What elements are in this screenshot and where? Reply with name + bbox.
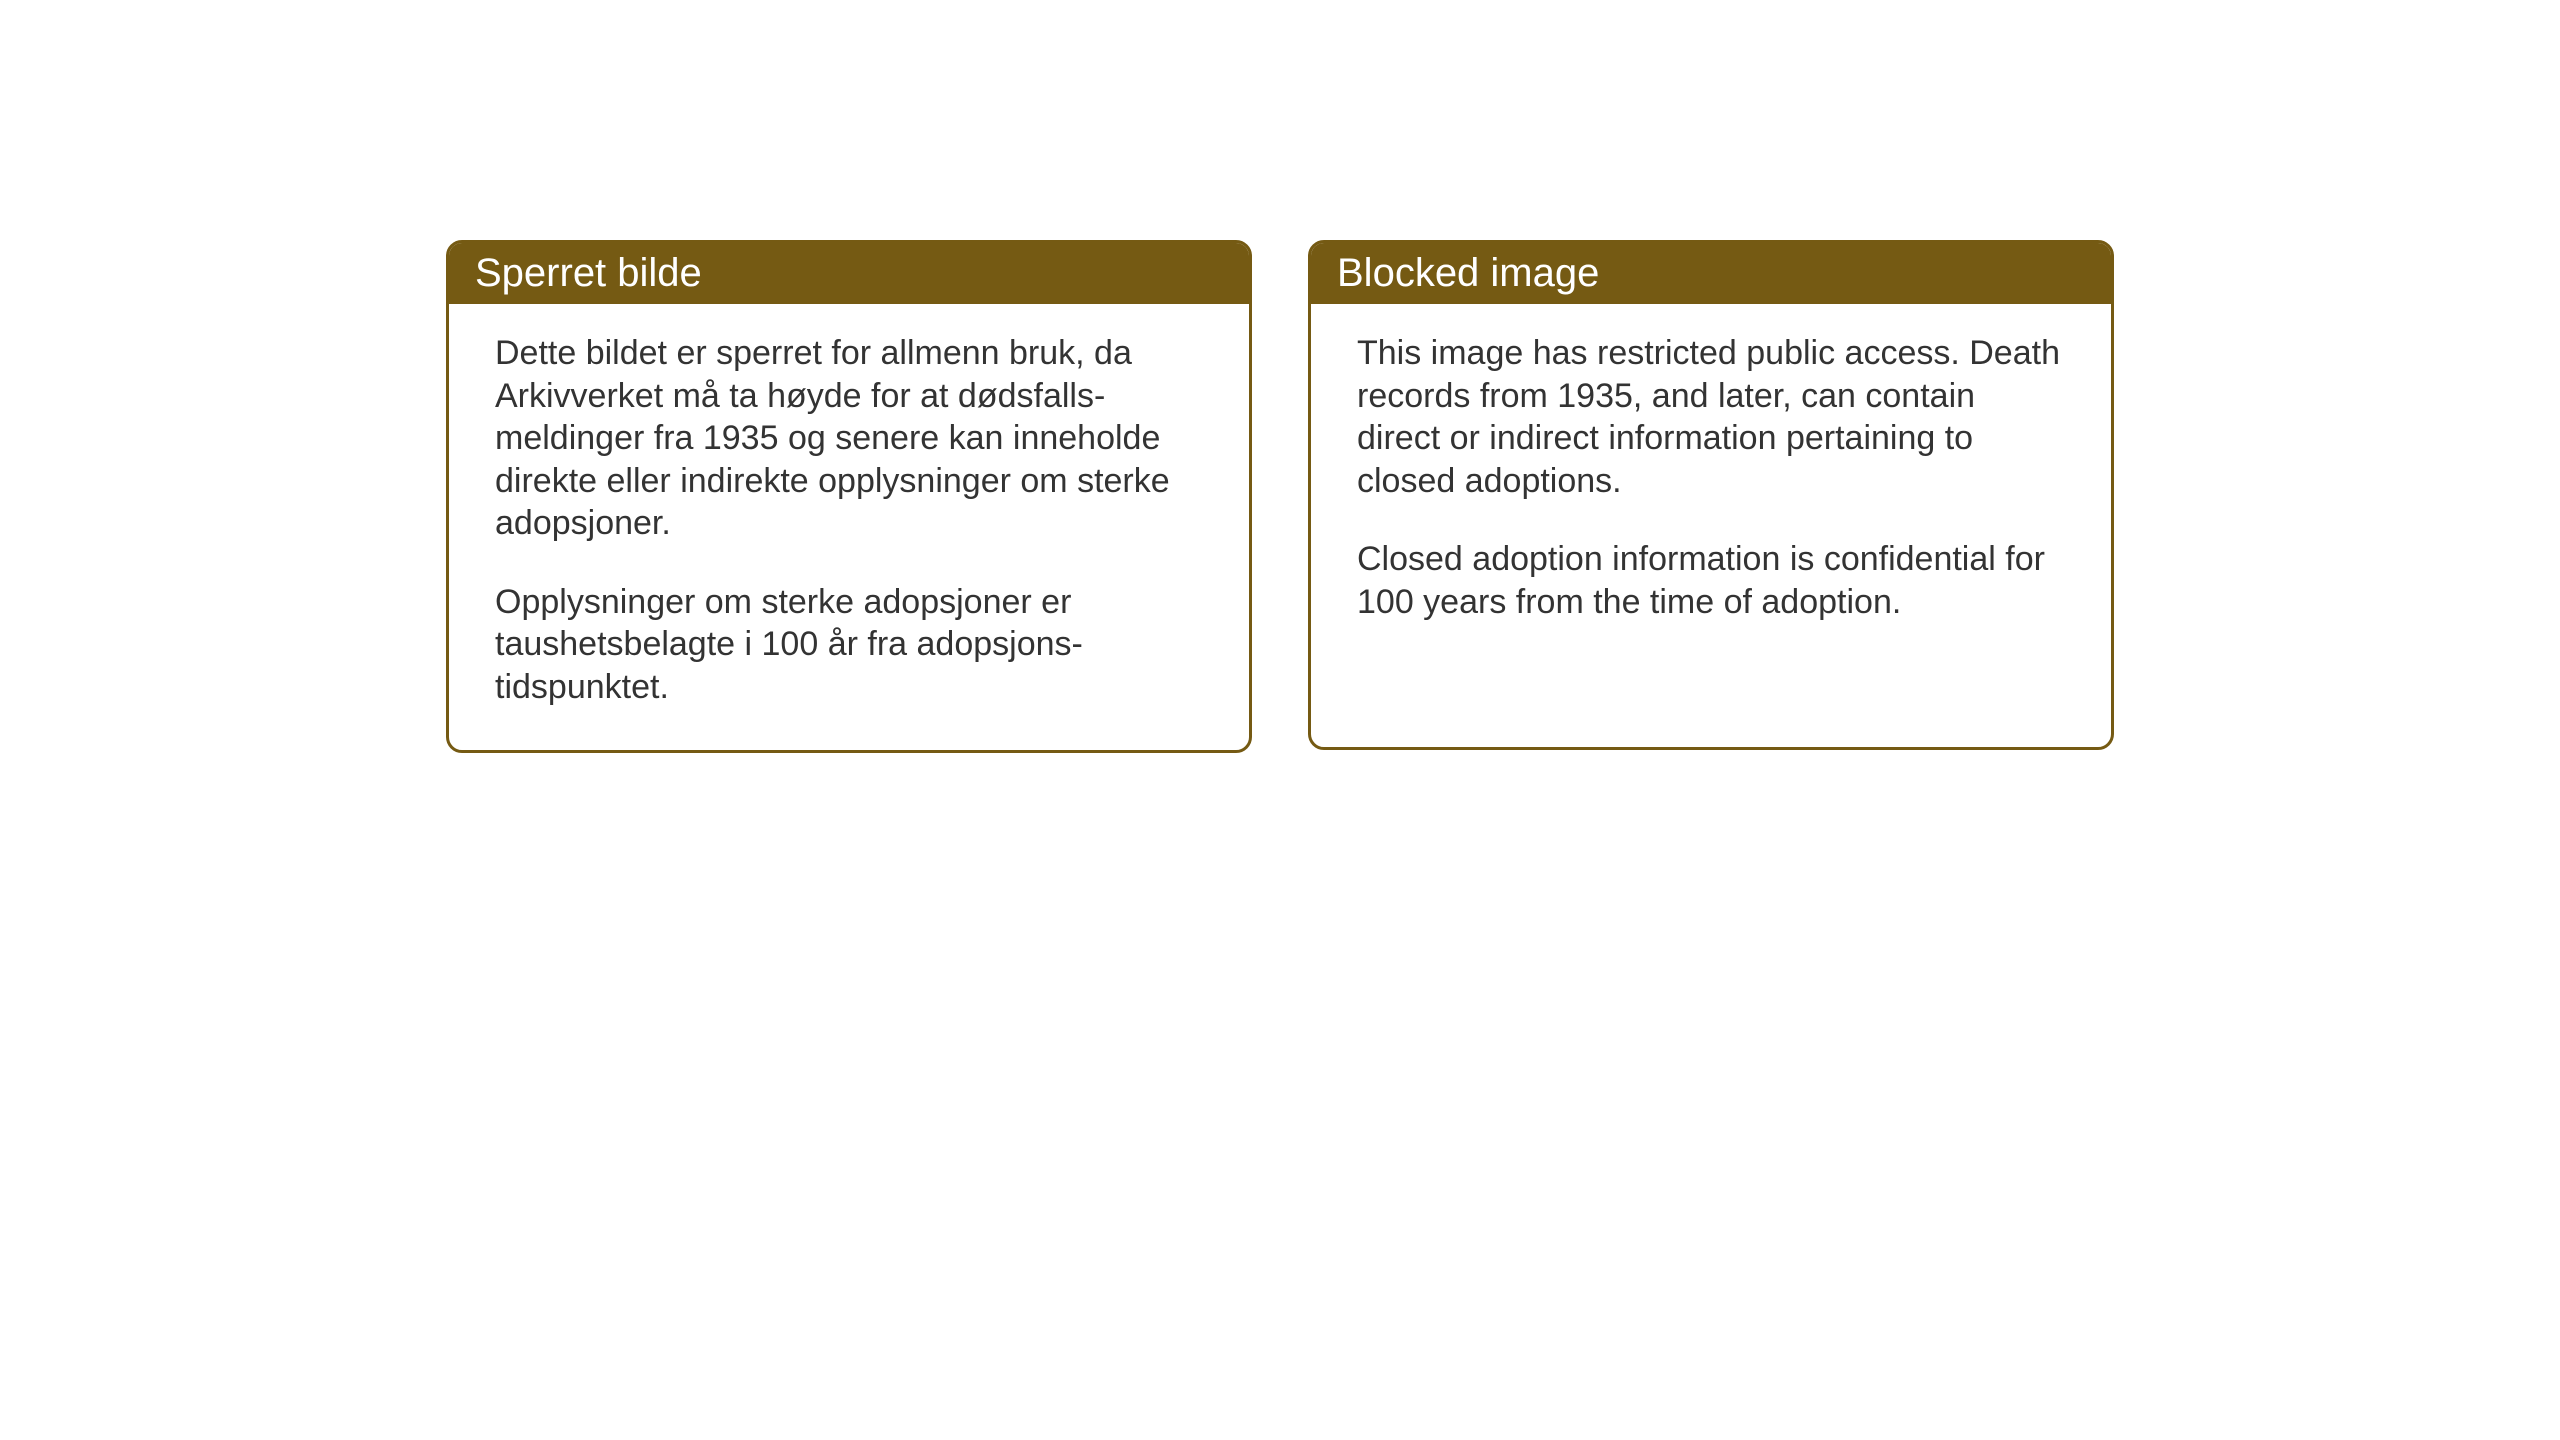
card-english-paragraph-1: This image has restricted public access.… — [1357, 332, 2065, 502]
card-english-title: Blocked image — [1337, 251, 1599, 295]
card-norwegian: Sperret bilde Dette bildet er sperret fo… — [446, 240, 1252, 753]
card-norwegian-body: Dette bildet er sperret for allmenn bruk… — [449, 304, 1249, 750]
card-english: Blocked image This image has restricted … — [1308, 240, 2114, 750]
card-english-body: This image has restricted public access.… — [1311, 304, 2111, 665]
card-english-paragraph-2: Closed adoption information is confident… — [1357, 538, 2065, 623]
cards-container: Sperret bilde Dette bildet er sperret fo… — [446, 240, 2114, 753]
card-norwegian-title: Sperret bilde — [475, 251, 702, 295]
card-norwegian-paragraph-2: Opplysninger om sterke adopsjoner er tau… — [495, 581, 1203, 709]
card-norwegian-header: Sperret bilde — [449, 243, 1249, 304]
card-norwegian-paragraph-1: Dette bildet er sperret for allmenn bruk… — [495, 332, 1203, 545]
card-english-header: Blocked image — [1311, 243, 2111, 304]
